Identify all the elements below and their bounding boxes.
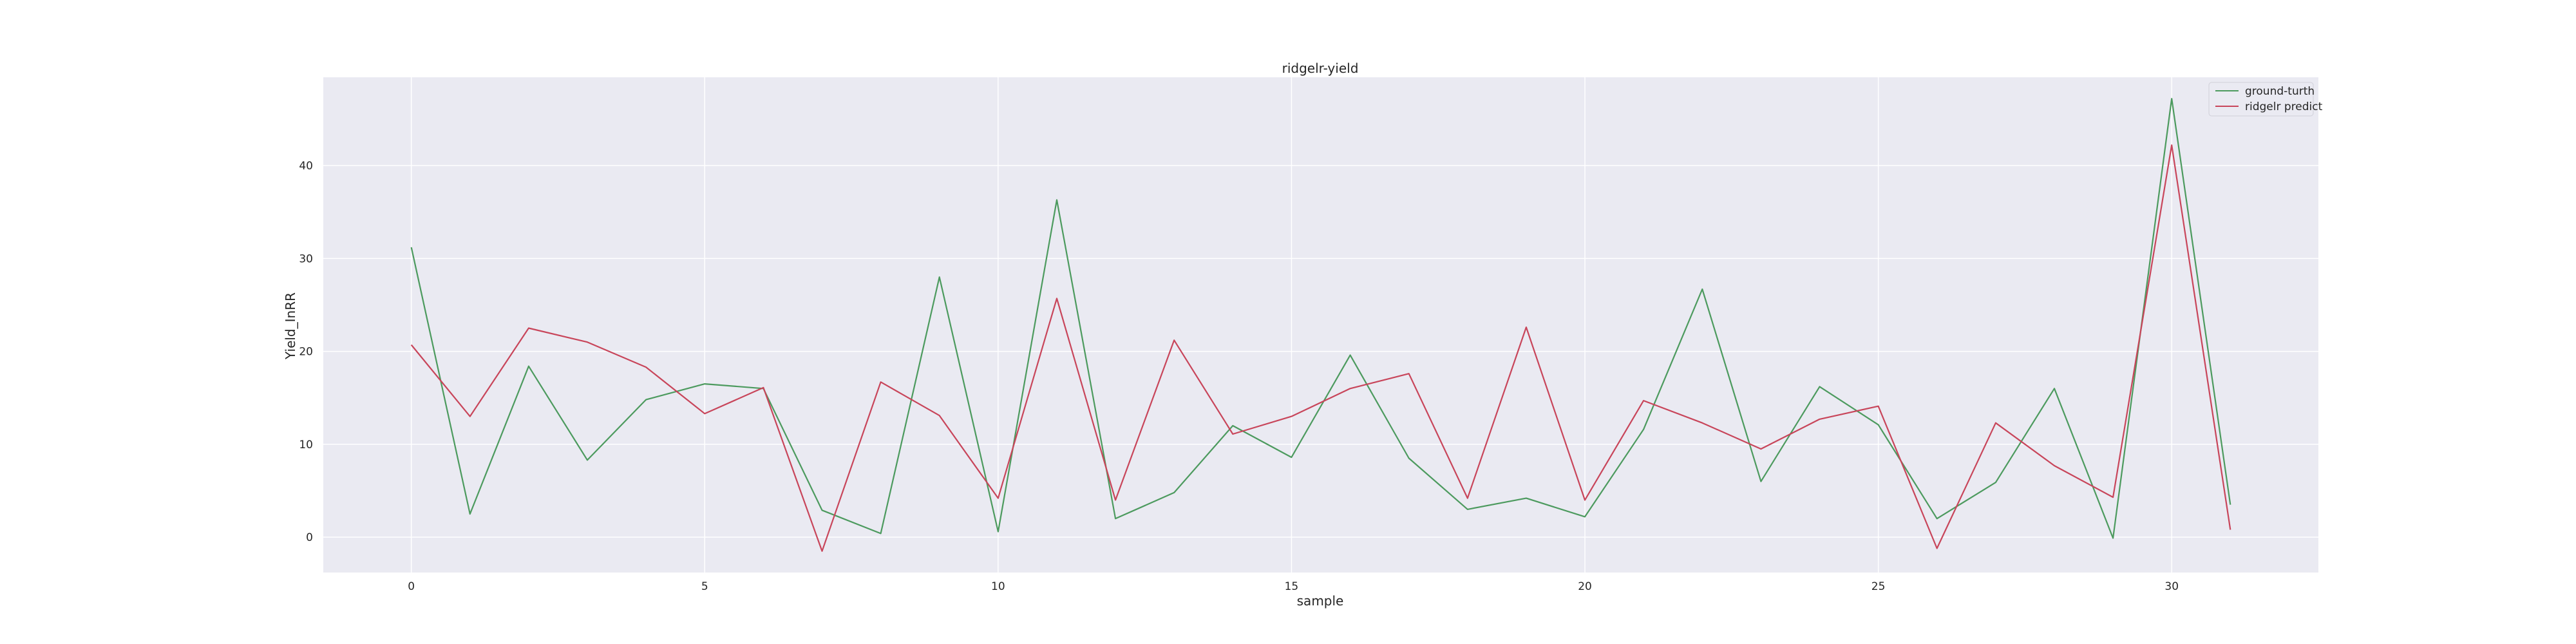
legend-label-ground-turth: ground-turth: [2245, 85, 2315, 98]
x-tick-label: 5: [701, 580, 708, 593]
x-tick-labels: 0 5 10 15 20 25 30: [408, 580, 2179, 593]
y-tick-label: 0: [306, 531, 313, 544]
x-tick-label: 0: [408, 580, 415, 593]
chart-title: ridgelr-yield: [1282, 61, 1359, 76]
x-tick-label: 25: [1871, 580, 1886, 593]
series-line-ground-turth: [410, 98, 2231, 539]
series-layer: [410, 98, 2231, 552]
y-tick-labels: 0 10 20 30 40: [299, 160, 313, 544]
y-axis-label: Yield_InRR: [283, 292, 298, 360]
x-tick-label: 30: [2164, 580, 2179, 593]
x-tick-label: 10: [991, 580, 1005, 593]
legend-label-ridgelr-predict: ridgelr predict: [2245, 100, 2323, 113]
legend: ground-turth ridgelr predict: [2208, 82, 2323, 117]
x-tick-label: 15: [1285, 580, 1299, 593]
y-tick-label: 40: [299, 160, 313, 173]
series-line-ridgelr-predict: [410, 144, 2231, 552]
y-tick-label: 20: [299, 346, 313, 359]
x-tick-label: 20: [1578, 580, 1592, 593]
y-tick-label: 10: [299, 439, 313, 451]
y-tick-label: 30: [299, 252, 313, 265]
x-axis-label: sample: [1297, 593, 1344, 609]
plot-background: [323, 77, 2318, 573]
